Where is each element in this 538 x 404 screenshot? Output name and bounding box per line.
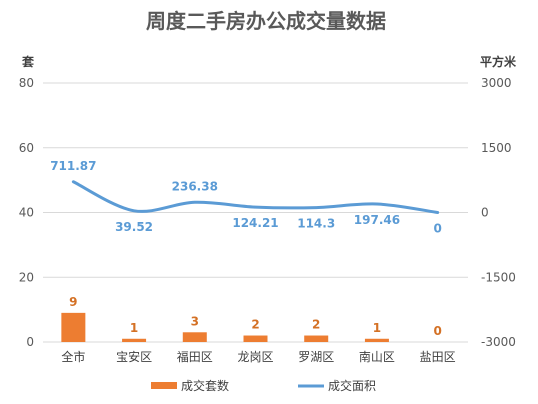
- legend-swatch-bar: [151, 382, 177, 389]
- bar-data-label: 1: [373, 321, 381, 335]
- line-series: 711.87 39.52 236.38 124.21 114.3 197.46 0: [50, 159, 442, 236]
- left-axis-ticks: 0 20 40 60 80: [19, 76, 34, 349]
- right-axis-label: 平方米: [480, 54, 517, 69]
- left-tick-label: 0: [26, 335, 34, 349]
- line-data-label: 197.46: [354, 213, 400, 227]
- bar: [122, 338, 147, 342]
- right-tick-label: 3000: [481, 76, 512, 90]
- line-data-label: 114.3: [297, 217, 335, 231]
- bar-data-label: 3: [191, 314, 199, 328]
- x-tick-label: 全市: [61, 349, 85, 364]
- chart-title: 周度二手房办公成交量数据: [146, 9, 386, 33]
- bar: [182, 332, 207, 342]
- left-tick-label: 20: [19, 270, 34, 284]
- bar-data-label: 1: [130, 321, 138, 335]
- right-tick-label: -1500: [481, 270, 516, 284]
- line-data-label: 0: [433, 222, 441, 236]
- legend-label-line: 成交面积: [328, 378, 376, 393]
- right-tick-label: 0: [481, 206, 489, 220]
- left-axis-label: 套: [21, 54, 35, 69]
- line-data-label: 236.38: [172, 179, 218, 193]
- left-tick-label: 60: [19, 141, 34, 155]
- x-tick-label: 南山区: [359, 349, 395, 364]
- right-axis-ticks: -3000 -1500 0 1500 3000: [481, 76, 516, 349]
- x-tick-label: 宝安区: [116, 349, 152, 364]
- line-path: [71, 180, 440, 214]
- right-tick-label: 1500: [481, 141, 512, 155]
- bar-data-label: 9: [69, 295, 77, 309]
- x-tick-label: 龙岗区: [237, 350, 273, 364]
- legend-label-bar: 成交套数: [181, 378, 229, 393]
- bar: [243, 335, 268, 342]
- line-data-label: 124.21: [232, 216, 278, 230]
- bar-data-label: 2: [312, 318, 320, 332]
- bar: [61, 312, 86, 342]
- left-tick-label: 80: [19, 76, 34, 90]
- bar-data-label: 2: [251, 318, 259, 332]
- bar: [304, 335, 329, 342]
- x-tick-label: 罗湖区: [298, 349, 334, 364]
- gridlines: [43, 82, 468, 343]
- x-tick-label: 福田区: [177, 349, 213, 364]
- bar-data-label: 0: [433, 324, 441, 338]
- x-axis-ticks: 全市 宝安区 福田区 龙岗区 罗湖区 南山区 盐田区: [61, 349, 455, 364]
- bar: [364, 338, 389, 342]
- bar-series: 9 1 3 2 2 1 0: [61, 295, 442, 342]
- line-data-label: 39.52: [115, 220, 153, 234]
- legend: 成交套数 成交面积: [151, 378, 376, 393]
- line-data-label: 711.87: [50, 159, 96, 173]
- right-tick-label: -3000: [481, 335, 516, 349]
- left-tick-label: 40: [19, 206, 34, 220]
- x-tick-label: 盐田区: [420, 350, 456, 364]
